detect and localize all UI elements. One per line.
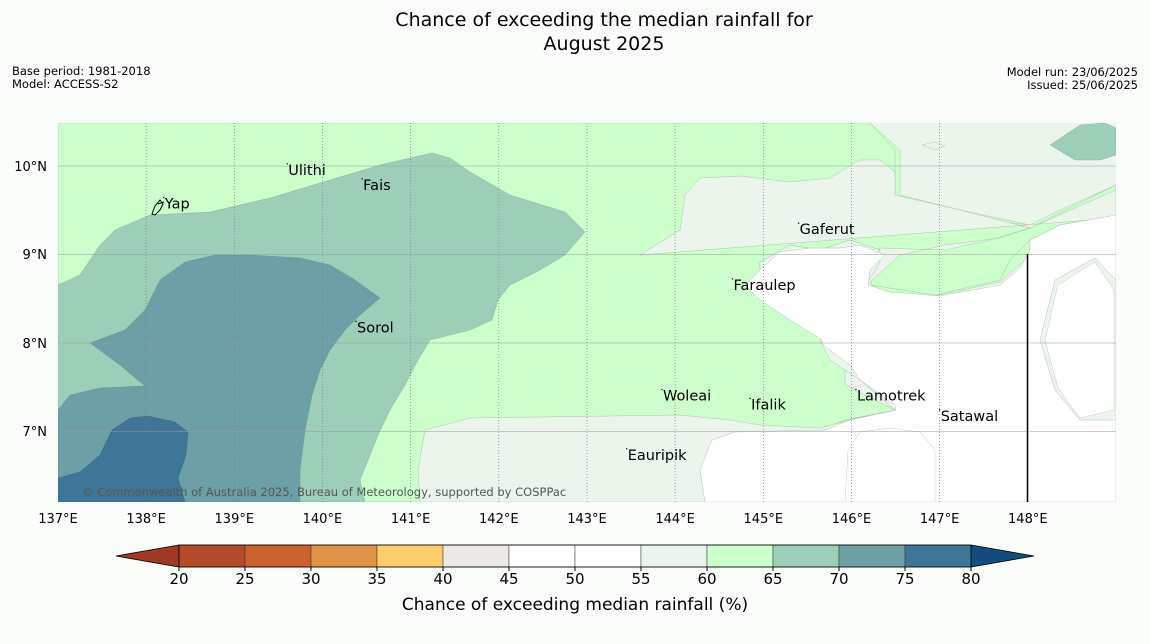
colorbar-tick-label: 35 (367, 570, 386, 588)
region-75-80 (58, 415, 189, 502)
y-tick-7n: 7°N (23, 425, 48, 440)
x-tick-147: 147°E (920, 512, 960, 527)
colorbar-tick-label: 70 (829, 570, 848, 588)
colorbar-tick-label: 55 (631, 570, 650, 588)
y-tick-10n: 10°N (14, 160, 47, 175)
colorbar-swatch (508, 544, 576, 568)
colorbar-tick-label: 45 (499, 570, 518, 588)
colorbar-swatch (574, 544, 642, 568)
region-45-55-south (844, 427, 936, 502)
model-name: Model: ACCESS-S2 (12, 77, 119, 91)
colorbar-tick-label: 20 (169, 570, 188, 588)
colorbar-tick-label: 30 (301, 570, 320, 588)
place-label: Faraulep (734, 278, 796, 294)
x-tick-142: 142°E (479, 512, 519, 527)
colorbar-swatch (442, 544, 510, 568)
x-tick-141: 141°E (391, 512, 431, 527)
colorbar-swatch (376, 544, 444, 568)
x-tick-143: 143°E (567, 512, 607, 527)
place-marker (625, 448, 628, 450)
region-45-55-east (699, 214, 1116, 502)
place-marker (797, 222, 800, 224)
place-label: Ulithi (288, 163, 326, 179)
colorbar-swatch (178, 544, 246, 568)
map-area: © Commonwealth of Australia 2025, Bureau… (58, 123, 1116, 502)
place-label: Sorol (357, 320, 394, 336)
colorbar-swatch (772, 544, 840, 568)
x-tick-138: 138°E (126, 512, 166, 527)
colorbar-tick-label: 75 (895, 570, 914, 588)
model-run: Model run: 23/06/2025 (1006, 65, 1138, 79)
colorbar-swatch (838, 544, 906, 568)
colorbar-tick-label: 65 (763, 570, 782, 588)
map-title: Chance of exceeding the median rainfall … (0, 8, 1150, 56)
base-period: Base period: 1981-2018 (12, 64, 151, 78)
colorbar-extend-high (970, 544, 1035, 568)
x-tick-146: 146°E (832, 512, 872, 527)
place-labels: Yap Ulithi Fais Gaferut Faraulep Sorol Lamotre… (163, 163, 998, 464)
x-tick-137: 137°E (38, 512, 78, 527)
place-label: Eauripik (628, 448, 687, 464)
meta-left: Base period: 1981-2018 Model: ACCESS-S2 (12, 65, 151, 91)
place-label: Ifalik (751, 397, 786, 413)
colorbar-tick-label: 60 (697, 570, 716, 588)
x-tick-148: 148°E (1008, 512, 1048, 527)
place-label: Fais (363, 178, 390, 194)
colorbar-swatch (310, 544, 378, 568)
x-axis: 137°E 138°E 139°E 140°E 141°E 142°E 143°… (38, 512, 1047, 527)
place-marker (731, 278, 734, 280)
place-marker (855, 388, 857, 391)
place-label: Satawal (941, 409, 998, 425)
colorbar-tick-label: 80 (961, 570, 980, 588)
place-label: Yap (164, 196, 190, 212)
colorbar-tick-label: 50 (565, 570, 584, 588)
yap-island-outline (151, 199, 165, 216)
colorbar-title: Chance of exceeding median rainfall (%) (402, 595, 748, 615)
graticule (58, 123, 1116, 502)
place-marker (939, 409, 941, 411)
x-tick-139: 139°E (215, 512, 255, 527)
x-tick-145: 145°E (744, 512, 784, 527)
place-label: Woleai (663, 389, 711, 405)
place-label: Lamotrek (857, 389, 926, 405)
colorbar-swatch (640, 544, 708, 568)
colorbar-swatch (244, 544, 312, 568)
x-tick-140: 140°E (303, 512, 343, 527)
place-label: Gaferut (800, 222, 855, 238)
y-tick-9n: 9°N (23, 248, 48, 263)
colorbar-swatch (904, 544, 972, 568)
y-tick-8n: 8°N (23, 337, 48, 352)
colorbar: 20 25 30 35 40 45 50 55 60 65 70 75 80 (115, 544, 1035, 588)
colorbar-swatch (706, 544, 774, 568)
title-line-2: August 2025 (543, 33, 665, 55)
issued-date: Issued: 25/06/2025 (1027, 78, 1138, 92)
place-marker (163, 196, 165, 199)
place-marker (286, 163, 288, 165)
colorbar-tick-label: 25 (235, 570, 254, 588)
colorbar-tick-label: 40 (433, 570, 452, 588)
region-65-70-ne (1049, 123, 1116, 161)
region-45-55-ring-inner (1044, 261, 1115, 419)
place-marker (355, 320, 357, 323)
place-marker (661, 388, 663, 391)
x-tick-144: 144°E (655, 512, 695, 527)
colorbar-extend-low (115, 544, 180, 568)
title-line-1: Chance of exceeding the median rainfall … (395, 9, 813, 31)
place-marker (361, 178, 363, 180)
meta-right: Model run: 23/06/2025 Issued: 25/06/2025 (1007, 66, 1138, 92)
copyright-text: © Commonwealth of Australia 2025, Bureau… (82, 485, 566, 499)
y-axis: 10°N 9°N 8°N 7°N (14, 160, 47, 440)
place-marker (749, 397, 751, 400)
